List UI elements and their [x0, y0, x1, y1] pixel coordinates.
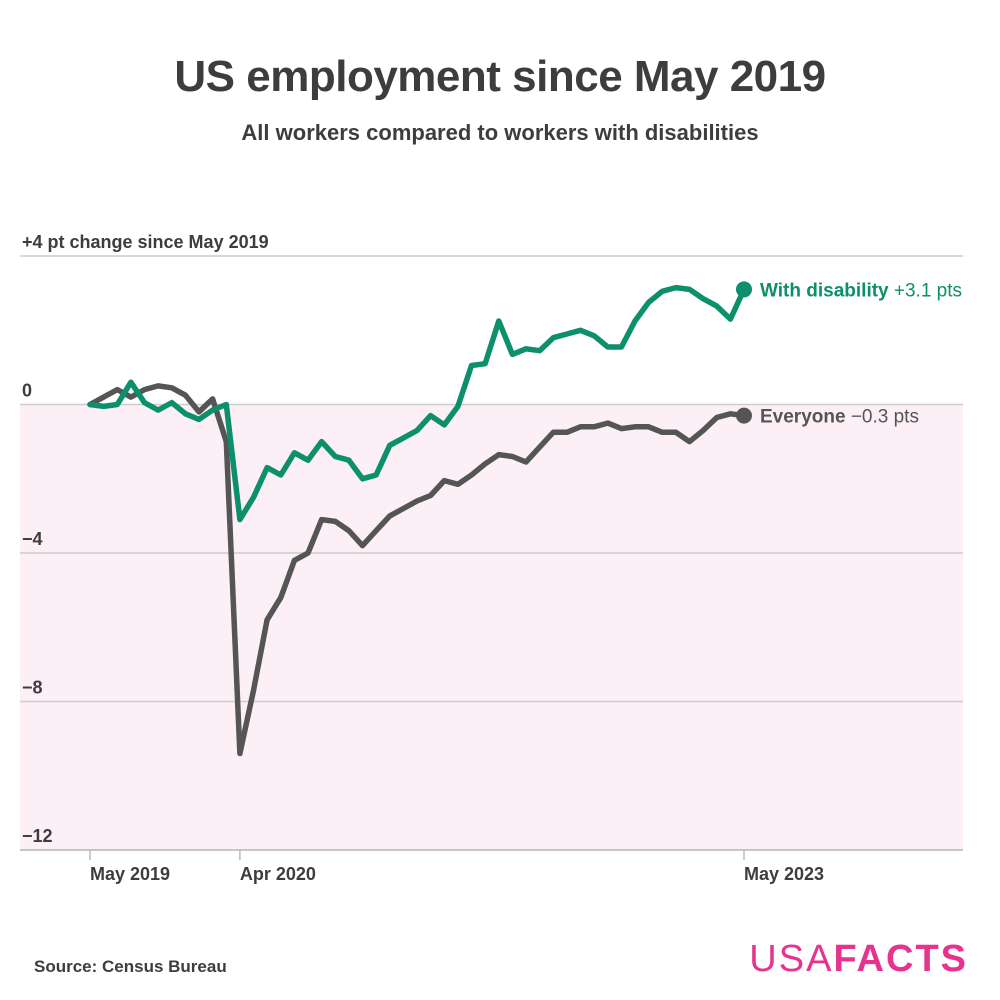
- series-line-everyone: [87, 383, 747, 757]
- series-value: +3.1 pts: [894, 280, 962, 301]
- y-axis-ticks: +4 pt change since May 2019 0 −4 −8 −12: [22, 232, 269, 846]
- usafacts-logo: USAFACTS: [749, 940, 968, 978]
- series-line-with-disability: [87, 284, 747, 523]
- x-axis: May 2019 Apr 2020 May 2023: [20, 849, 963, 884]
- series-value: −0.3 pts: [851, 407, 919, 428]
- x-tick-label: May 2019: [90, 864, 170, 884]
- chart-subtitle: All workers compared to workers with dis…: [241, 120, 759, 145]
- y-tick-label: −8: [22, 678, 43, 698]
- series-endpoints: With disability +3.1 pts Everyone −0.3 pt…: [736, 280, 962, 428]
- series-end-label: Everyone −0.3 pts: [760, 407, 919, 428]
- source-note: Source: Census Bureau: [34, 957, 227, 976]
- y-tick-label: −12: [22, 826, 53, 846]
- x-tick-label: May 2023: [744, 864, 824, 884]
- negative-region-band: [20, 404, 963, 850]
- series-lines: [87, 284, 747, 757]
- series-endpoint-dot: [736, 281, 752, 298]
- series-name: Everyone: [760, 407, 851, 428]
- y-tick-label: +4 pt change since May 2019: [22, 232, 269, 252]
- series-name: With disability: [760, 280, 894, 301]
- y-tick-label: −4: [22, 529, 43, 549]
- x-tick-label: Apr 2020: [240, 864, 316, 884]
- y-tick-label: 0: [22, 381, 32, 401]
- logo-usa: USA: [749, 938, 834, 980]
- series-endpoint-dot: [736, 407, 752, 424]
- logo-facts: FACTS: [833, 938, 968, 980]
- series-end-label: With disability +3.1 pts: [760, 280, 962, 301]
- chart-title: US employment since May 2019: [174, 52, 826, 101]
